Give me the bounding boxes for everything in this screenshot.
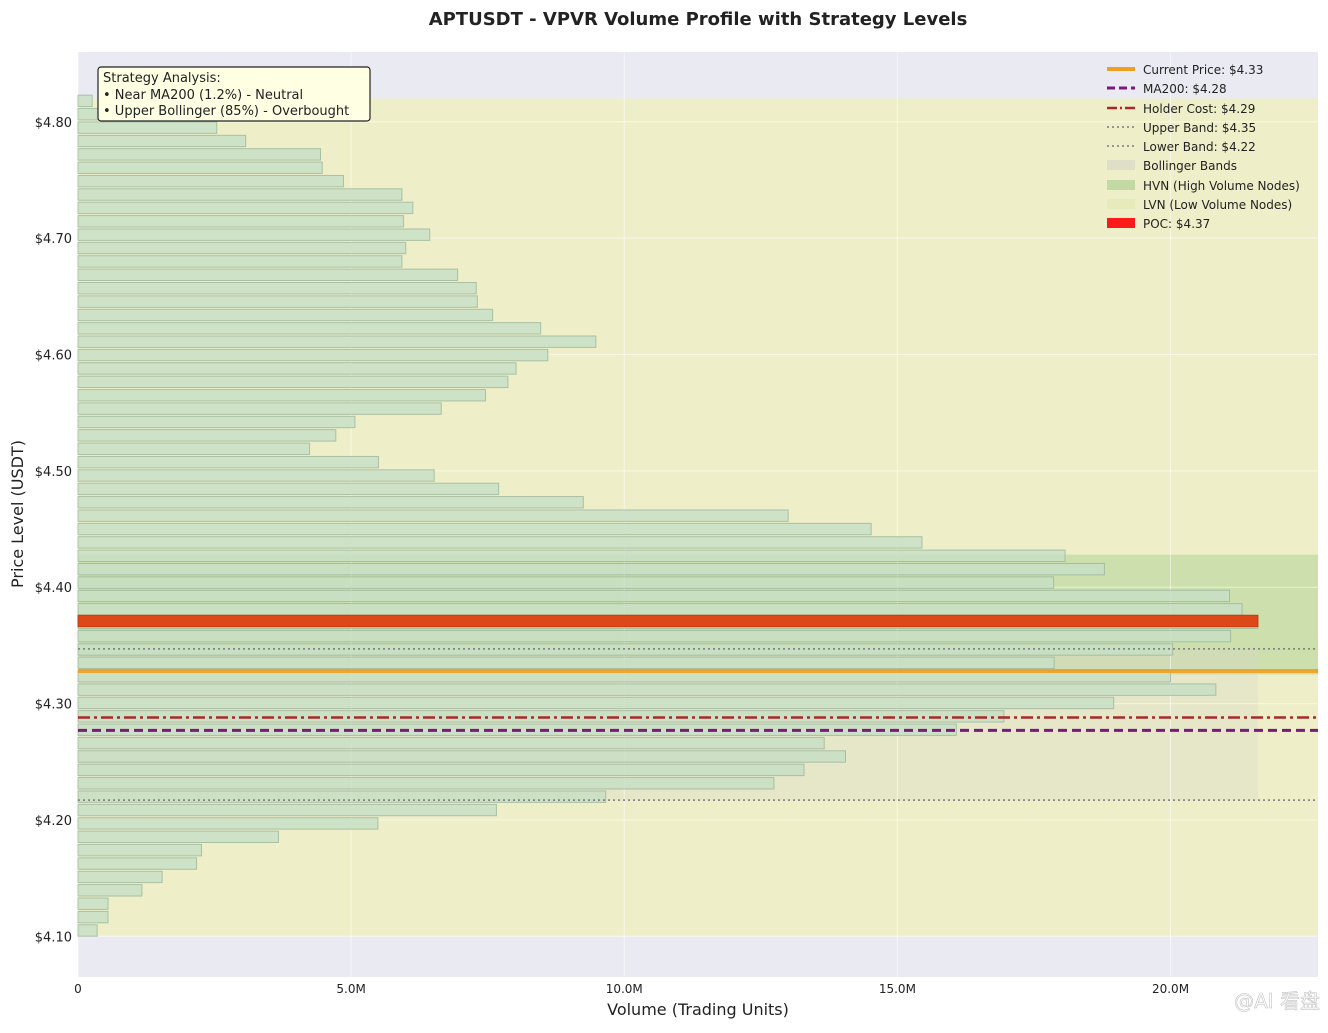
x-tick-label: 15.0M [879, 982, 916, 996]
tick-labels-layer: 0 5.0M 10.0M 15.0M 20.0M $4.10 $4.20 $4.30 $4.40… [35, 116, 1189, 996]
volume-bars-layer [77, 94, 1259, 937]
volume-bar [77, 803, 497, 817]
volume-bar [77, 763, 805, 777]
volume-bar [77, 884, 143, 897]
volume-bar [77, 415, 356, 429]
x-tick-label: 10.0M [606, 982, 643, 996]
y-tick-label: $4.40 [35, 581, 72, 596]
legend-swatch-hvn [1107, 180, 1135, 190]
annotation-line-3: • Upper Bollinger (85%) - Overbought [103, 104, 349, 119]
y-axis-label: Price Level (USDT) [8, 440, 27, 588]
volume-bar [77, 402, 442, 415]
legend-swatch-poc [1107, 218, 1135, 228]
volume-bar [77, 656, 1055, 670]
annotation-line-2: • Near MA200 (1.2%) - Neutral [103, 88, 303, 103]
volume-bar [77, 429, 337, 442]
legend: Current Price: $4.33 MA200: $4.28 Holder… [1107, 63, 1300, 231]
legend-label-lvn: LVN (Low Volume Nodes) [1143, 198, 1292, 212]
volume-bar [77, 830, 279, 843]
volume-bar [77, 268, 459, 282]
legend-swatch-lvn [1107, 199, 1135, 209]
legend-label-lower-band: Lower Band: $4.22 [1143, 140, 1256, 154]
x-tick-label: 5.0M [336, 982, 365, 996]
volume-bar [77, 509, 789, 522]
legend-label-hvn: HVN (High Volume Nodes) [1143, 179, 1300, 193]
volume-bar [77, 496, 584, 509]
volume-bar [77, 589, 1231, 603]
y-tick-label: $4.30 [35, 698, 72, 713]
legend-label-ma200: MA200: $4.28 [1143, 82, 1227, 96]
y-tick-label: $4.20 [35, 814, 72, 829]
volume-bar [77, 482, 500, 496]
volume-bar [77, 857, 198, 870]
volume-bar [77, 777, 775, 790]
volume-bar [77, 897, 109, 910]
volume-bar [77, 215, 405, 228]
volume-bar [77, 322, 542, 335]
legend-label-poc: POC: $4.37 [1143, 217, 1210, 231]
legend-label-upper-band: Upper Band: $4.35 [1143, 121, 1256, 135]
volume-bar [77, 281, 477, 295]
poc-bar [77, 614, 1259, 628]
legend-label-holder-cost: Holder Cost: $4.29 [1143, 102, 1255, 116]
volume-bar [77, 255, 403, 268]
volume-bar [77, 308, 494, 322]
y-tick-label: $4.50 [35, 465, 72, 480]
watermark: @AI 看盘 [1234, 989, 1320, 1013]
volume-bar [77, 562, 1105, 576]
volume-bar [77, 295, 478, 308]
volume-bar [77, 375, 509, 389]
volume-bar [77, 870, 163, 884]
volume-bar [77, 522, 872, 536]
y-tick-label: $4.10 [35, 930, 72, 945]
volume-bar [77, 94, 93, 108]
strategy-annotation: Strategy Analysis: • Near MA200 (1.2%) -… [97, 66, 371, 122]
volume-bar [77, 201, 414, 215]
y-tick-label: $4.70 [35, 232, 72, 247]
volume-bar [77, 241, 407, 255]
volume-bar [77, 549, 1066, 563]
volume-bar [77, 442, 311, 455]
volume-bar [77, 910, 109, 924]
volume-bar [77, 389, 487, 402]
volume-bar [77, 335, 597, 348]
volume-bar [77, 188, 403, 201]
volume-bar [77, 174, 344, 188]
volume-bar [77, 696, 1115, 710]
volume-bar [77, 469, 435, 482]
volume-bar [77, 576, 1055, 589]
x-axis-label: Volume (Trading Units) [607, 1000, 789, 1019]
volume-bar [77, 455, 379, 469]
volume-bar [77, 790, 607, 803]
volume-bar [77, 148, 322, 161]
annotation-box [97, 66, 371, 122]
y-tick-label: $4.60 [35, 349, 72, 364]
chart-title: APTUSDT - VPVR Volume Profile with Strat… [429, 9, 968, 30]
level-lines-layer [78, 648, 1318, 801]
volume-bar [77, 161, 323, 174]
volume-bar [77, 121, 218, 134]
legend-label-bollinger: Bollinger Bands [1143, 159, 1237, 173]
legend-swatch-bollinger [1107, 160, 1135, 170]
volume-bar [77, 683, 1217, 696]
y-tick-label: $4.80 [35, 116, 72, 131]
x-tick-label: 20.0M [1152, 982, 1189, 996]
volume-bar [77, 536, 923, 549]
volume-bar [77, 750, 846, 763]
volume-bar [77, 603, 1243, 616]
volume-bar [77, 629, 1232, 643]
volume-bar [77, 348, 549, 362]
legend-label-current-price: Current Price: $4.33 [1143, 63, 1263, 77]
volume-bar [77, 817, 379, 830]
volume-bar [77, 228, 431, 241]
volume-bar [77, 362, 517, 375]
x-tick-label: 0 [74, 982, 82, 996]
volume-bar [77, 843, 202, 857]
volume-bar [77, 134, 247, 148]
volume-bar [77, 924, 98, 937]
annotation-line-1: Strategy Analysis: [103, 71, 221, 86]
volume-bar [77, 736, 825, 750]
